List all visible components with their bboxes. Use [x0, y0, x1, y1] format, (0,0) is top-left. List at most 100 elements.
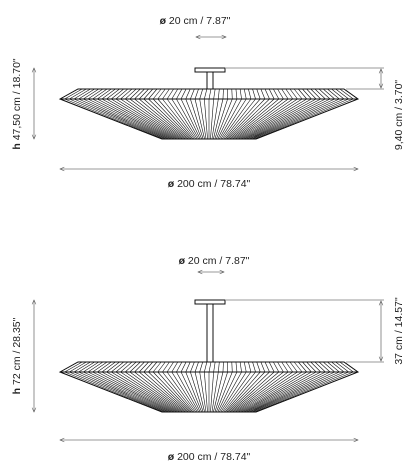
- shade-rib-lower: [250, 371, 340, 413]
- shade-rib-lower: [185, 98, 202, 140]
- shade-rib-lower: [229, 98, 275, 140]
- shade-rib-lower: [232, 98, 284, 140]
- shade-rib-upper: [199, 88, 203, 100]
- shade-rib-upper: [129, 88, 141, 100]
- shade-rib-upper: [78, 361, 95, 373]
- shade-rib-upper: [252, 361, 256, 373]
- shade-rib-lower: [223, 371, 256, 413]
- shade-rib-upper: [157, 361, 166, 373]
- shade-rib-lower: [223, 98, 256, 140]
- shade-rib-lower: [162, 98, 195, 140]
- shade-rib-lower: [148, 98, 191, 140]
- shade-rib-upper: [213, 361, 216, 373]
- shade-rib-lower: [115, 371, 180, 413]
- shade-rib-lower: [190, 371, 204, 413]
- shade-rib-upper: [83, 361, 99, 373]
- shade-rib-upper: [239, 361, 242, 373]
- shade-rib-lower: [241, 371, 312, 413]
- shade-rib-upper: [92, 88, 108, 100]
- shade-rib-upper: [306, 361, 317, 373]
- shade-rib-upper: [256, 361, 261, 373]
- shade-rib-lower: [224, 98, 261, 140]
- shade-rib-upper: [310, 361, 321, 373]
- shade-rib-lower: [233, 371, 289, 413]
- shade-rib-upper: [277, 88, 284, 100]
- shade-rib-upper: [339, 361, 354, 373]
- shade-rib-upper: [264, 361, 270, 373]
- shade-rib-upper: [260, 361, 266, 373]
- shade-rib-lower: [97, 371, 174, 413]
- shade-rib-upper: [323, 88, 335, 100]
- shade-rib-upper: [120, 361, 133, 373]
- shade-rib-lower: [111, 371, 179, 413]
- shade-rib-lower: [199, 371, 207, 413]
- shade-rib-lower: [73, 371, 167, 413]
- stem-height-label-short: 9,40 cm / 3.70": [393, 80, 405, 151]
- shade-rib-upper: [327, 88, 340, 100]
- shade-rib-lower: [250, 98, 340, 140]
- shade-rib-upper: [268, 361, 275, 373]
- shade-rib-upper: [190, 361, 195, 373]
- diameter-label-short: ø 200 cm / 78.74": [168, 178, 251, 190]
- shade-rib-upper: [298, 88, 308, 100]
- shade-rib-upper: [314, 88, 326, 100]
- shade-rib-lower: [134, 371, 186, 413]
- shade-rib-lower: [235, 98, 293, 140]
- shade-rib-lower: [97, 98, 174, 140]
- shade-rib-lower: [220, 98, 247, 140]
- shade-rib-lower: [226, 98, 266, 140]
- shade-rib-upper: [134, 88, 145, 100]
- shade-rib-lower: [220, 371, 247, 413]
- shade-rib-upper: [111, 88, 124, 100]
- shade-rib-lower: [87, 98, 171, 140]
- shade-rib-upper: [83, 88, 99, 100]
- shade-rib-upper: [285, 361, 294, 373]
- shade-rib-upper: [101, 361, 116, 373]
- shade-rib-upper: [281, 361, 289, 373]
- shade-rib-upper: [101, 88, 116, 100]
- shade-rib-upper: [115, 88, 129, 100]
- shade-rib-upper: [194, 88, 199, 100]
- shade-rib-lower: [157, 98, 194, 140]
- lamp-view-short: ø 20 cm / 7.87" 9,40 cm / 3.70" h 47,50 …: [11, 15, 405, 190]
- shade-rib-lower: [64, 371, 164, 413]
- shade-rib-lower: [166, 98, 197, 140]
- shade-rib-lower: [83, 98, 170, 140]
- shade-rib-lower: [219, 98, 242, 140]
- shade-rib-lower: [244, 371, 321, 413]
- shade-rib-upper: [289, 361, 298, 373]
- shade-rib-lower: [190, 98, 204, 140]
- shade-rib-upper: [152, 361, 162, 373]
- shade-rib-upper: [310, 88, 321, 100]
- stem-short: [206, 71, 214, 90]
- shade-rib-upper: [331, 361, 345, 373]
- shade-rib-upper: [235, 361, 238, 373]
- shade-rib-upper: [204, 361, 208, 373]
- shade-rib-upper: [124, 88, 137, 100]
- shade-rib-lower: [238, 371, 303, 413]
- shade-rib-upper: [152, 88, 162, 100]
- shade-rib-upper: [277, 361, 284, 373]
- top-diameter-label-short: ø 20 cm / 7.87": [160, 15, 231, 27]
- shade-rib-lower: [143, 98, 189, 140]
- shade-rib-lower: [115, 98, 180, 140]
- shade-rib-lower: [232, 371, 284, 413]
- shade-rib-upper: [314, 361, 326, 373]
- shade-rib-lower: [213, 98, 224, 140]
- shade-rib-upper: [302, 361, 312, 373]
- shade-rib-upper: [331, 88, 345, 100]
- shade-rib-lower: [210, 371, 214, 413]
- shade-rib-lower: [247, 371, 331, 413]
- shade-rib-upper: [180, 88, 187, 100]
- shade-rib-upper: [69, 88, 87, 100]
- shade-rib-lower: [214, 371, 228, 413]
- shade-rib-upper: [120, 88, 133, 100]
- shade-rib-lower: [211, 98, 219, 140]
- shade-rib-upper: [323, 361, 335, 373]
- shade-rib-lower: [230, 98, 280, 140]
- shade-rib-lower: [244, 98, 321, 140]
- shade-rib-upper: [106, 361, 120, 373]
- shade-rib-upper: [64, 361, 83, 373]
- shade-rib-upper: [248, 88, 252, 100]
- shade-rib-lower: [211, 371, 219, 413]
